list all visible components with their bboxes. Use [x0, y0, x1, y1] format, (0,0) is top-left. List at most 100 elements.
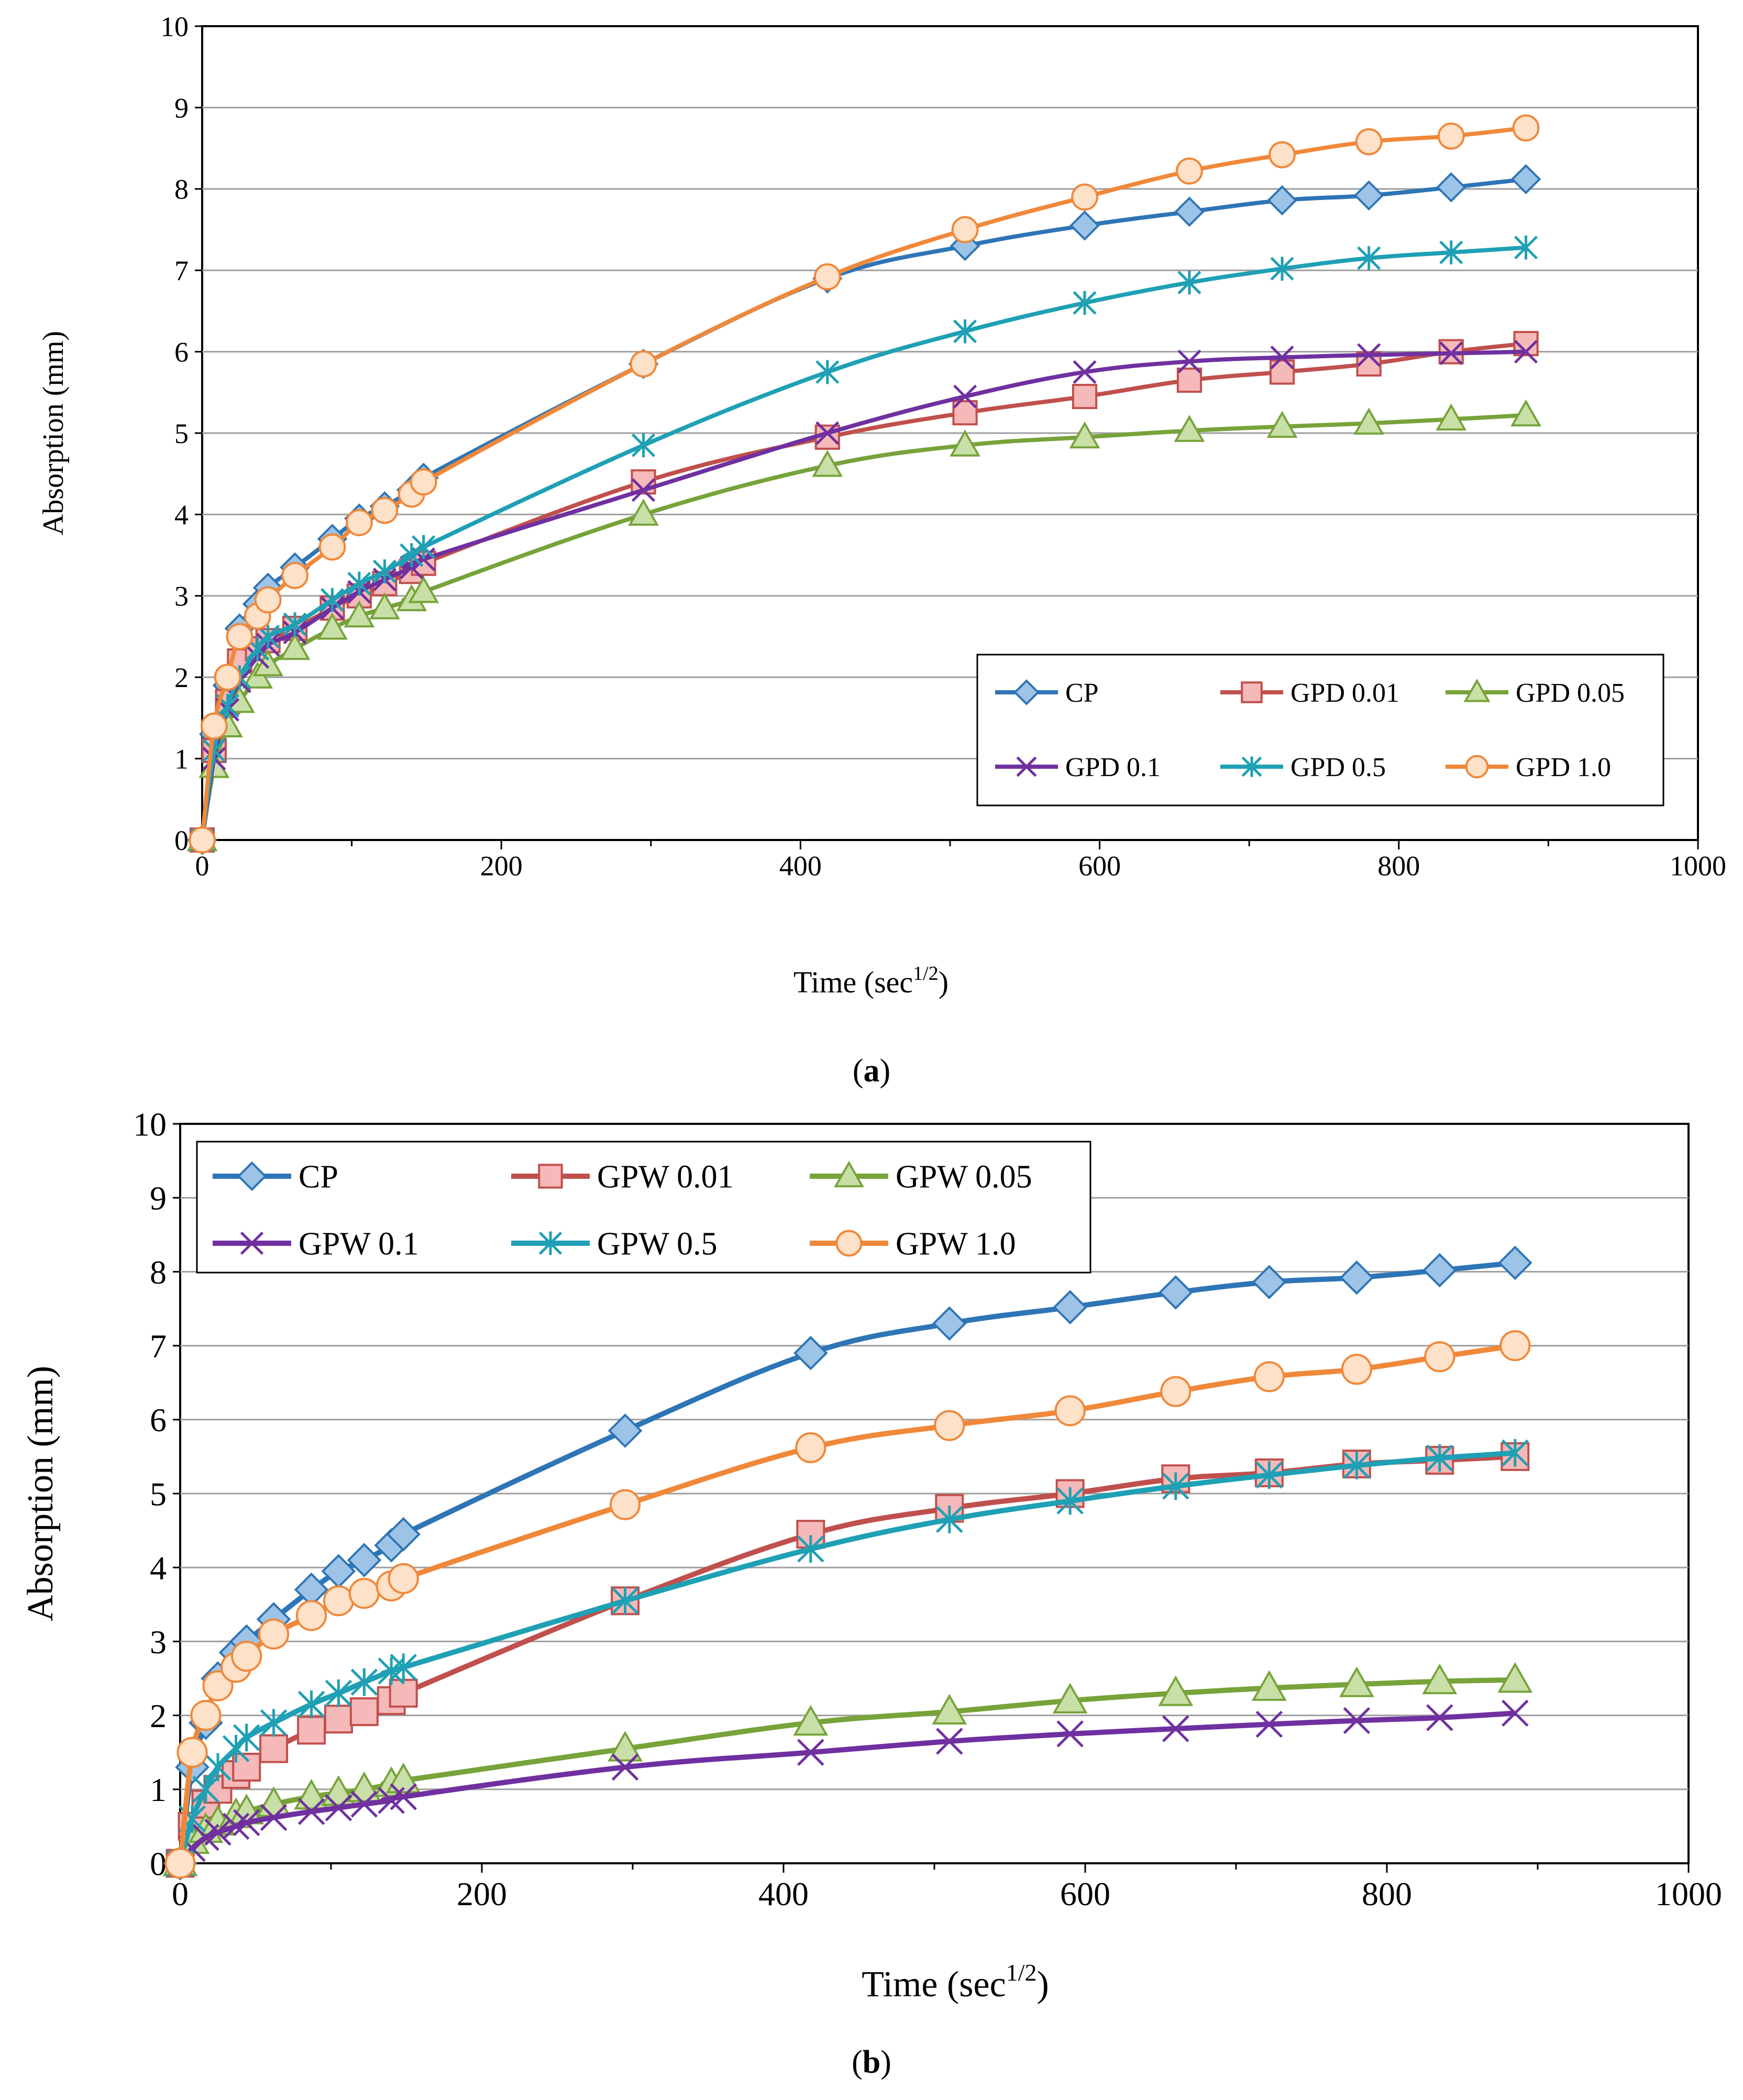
data-point-gpw-0-01-6	[259, 1734, 289, 1763]
legend-label-gpw-0-05: GPW 0.05	[896, 1159, 1032, 1195]
legend-item-gpw-0-1: GPW 0.1	[213, 1226, 419, 1262]
data-point-gpw-0-1-13	[797, 1739, 824, 1766]
data-point-gpd-0-05-18	[1353, 407, 1385, 435]
legend-item-gpd-1-0: GPD 1.0	[1446, 753, 1611, 782]
data-point-gpd-1-0-9	[371, 496, 399, 524]
y-axis-label-a: Absorption (mm)	[37, 331, 70, 535]
data-point-gpd-0-05-5	[252, 649, 284, 677]
data-point-cp-18	[1339, 1260, 1374, 1295]
data-point-gpw-1-0-17	[1253, 1361, 1285, 1392]
x-tick-label-800: 800	[1377, 850, 1420, 882]
legend-marker-gpd-1-0	[1465, 755, 1489, 779]
legend-marker-gpd-0-05	[1463, 678, 1491, 702]
data-point-cp-13	[793, 1335, 828, 1370]
data-point-gpw-0-5-13	[797, 1535, 824, 1563]
y-tick-label-8: 8	[174, 174, 189, 205]
y-tick-label-5: 5	[174, 418, 189, 449]
data-point-gpd-1-0-17	[1268, 141, 1296, 169]
data-point-gpw-0-1-17	[1255, 1710, 1283, 1738]
y-tick-label-8: 8	[150, 1254, 167, 1291]
data-point-gpd-1-0-20	[1512, 114, 1540, 142]
x-tick-label-400: 400	[779, 850, 822, 882]
legend-marker-gpw-0-5	[538, 1231, 562, 1255]
y-tick-label-6: 6	[174, 337, 189, 368]
legend-label-cp: CP	[299, 1159, 338, 1195]
legend-label-gpd-0-05: GPD 0.05	[1516, 678, 1625, 708]
data-point-gpw-1-0-11	[388, 1563, 419, 1594]
legend-item-gpw-0-01: GPW 0.01	[511, 1159, 734, 1195]
y-tick-label-10: 10	[133, 1106, 167, 1143]
data-point-gpw-0-1-20	[1502, 1699, 1529, 1727]
data-point-gpw-1-0-16	[1160, 1376, 1192, 1407]
data-point-gpd-0-05-9	[369, 592, 400, 620]
legend-label-gpd-0-5: GPD 0.5	[1290, 753, 1386, 782]
legend-item-gpw-1-0: GPW 1.0	[810, 1226, 1016, 1262]
data-point-gpd-1-0-0	[189, 826, 216, 854]
data-point-gpw-1-0-15	[1054, 1395, 1086, 1427]
y-tick-label-6: 6	[150, 1401, 167, 1439]
data-point-gpd-0-5-17	[1270, 257, 1294, 281]
x-tick-label-200: 200	[480, 850, 523, 882]
data-point-cp-18	[1353, 180, 1384, 211]
data-point-cp-19	[1436, 172, 1466, 203]
y-tick-label-1: 1	[174, 744, 189, 775]
x-tick-label-1000: 1000	[1655, 1875, 1722, 1913]
data-point-gpd-0-05-16	[1174, 415, 1205, 442]
data-point-gpw-0-5-11	[390, 1653, 417, 1682]
data-point-gpd-0-1-13	[815, 421, 840, 445]
data-point-gpw-1-0-0	[164, 1848, 196, 1879]
data-point-gpw-0-05-17	[1251, 1670, 1287, 1701]
y-tick-label-4: 4	[150, 1550, 167, 1587]
data-point-gpd-1-0-3	[226, 623, 253, 650]
data-point-gpw-0-5-16	[1162, 1472, 1189, 1500]
data-point-gpw-0-01-5	[232, 1752, 261, 1782]
data-point-gpd-0-1-19	[1439, 341, 1463, 366]
data-point-gpw-1-0-3	[202, 1670, 234, 1701]
y-tick-label-7: 7	[150, 1328, 167, 1365]
data-point-gpd-0-5-10	[400, 543, 424, 567]
data-point-gpd-0-5-7	[320, 588, 345, 612]
data-point-cp-17	[1267, 185, 1297, 216]
data-point-gpd-0-05-15	[1069, 421, 1100, 449]
data-point-gpw-0-1-6	[260, 1804, 288, 1831]
y-tick-label-0: 0	[174, 825, 189, 856]
data-point-gpw-0-5-6	[260, 1709, 288, 1737]
chart-panel-a: 0 1 2 3 4 5 6 7 8 9 10 0 200 400 600 800 1000 Absorption…	[37, 11, 1726, 1089]
data-point-gpd-0-5-13	[815, 360, 840, 384]
data-point-cp-16	[1158, 1275, 1193, 1310]
data-point-gpw-1-0-7	[295, 1600, 327, 1631]
x-tick-label-0: 0	[172, 1875, 189, 1913]
series-layer-a	[186, 114, 1542, 855]
legend-item-cp: CP	[995, 678, 1099, 708]
data-point-gpd-0-05-7	[317, 612, 348, 640]
y-tick-label-7: 7	[174, 255, 189, 286]
data-point-gpd-0-5-19	[1439, 240, 1463, 264]
data-point-gpd-1-0-5	[254, 586, 282, 614]
y-tick-label-9: 9	[150, 1180, 167, 1217]
data-point-gpw-0-1-7	[297, 1798, 325, 1825]
legend-label-gpw-1-0: GPW 1.0	[896, 1226, 1016, 1262]
y-tick-label-2: 2	[174, 662, 189, 693]
data-point-gpw-1-0-8	[323, 1585, 355, 1617]
legend-a: CP GPD 0.01 GPD 0.05 GPD 0.1 GPD 0.5 GPD 1.0	[976, 654, 1664, 806]
data-point-gpw-1-0-13	[795, 1432, 826, 1464]
legend-box-a	[976, 654, 1664, 806]
data-point-cp-15	[1053, 1290, 1088, 1325]
x-tick-label-600: 600	[1078, 850, 1121, 882]
data-point-gpd-1-0-6	[281, 562, 308, 589]
data-point-gpd-0-01-15	[1072, 383, 1098, 410]
legend-label-gpw-0-01: GPW 0.01	[597, 1159, 734, 1195]
legend-item-gpd-0-01: GPD 0.01	[1220, 678, 1399, 708]
legend-label-gpd-0-1: GPD 0.1	[1065, 753, 1161, 782]
y-tick-label-10: 10	[160, 11, 189, 42]
data-point-cp-12	[608, 1413, 643, 1448]
data-point-cp-9	[347, 1543, 382, 1577]
data-point-gpw-0-05-9	[346, 1771, 382, 1803]
legend-item-gpd-0-1: GPD 0.1	[995, 753, 1161, 782]
data-point-gpw-0-1-11	[390, 1783, 417, 1810]
y-tick-label-2: 2	[150, 1697, 167, 1734]
data-point-gpd-0-5-1	[202, 738, 226, 762]
data-point-gpd-1-0-14	[951, 216, 979, 244]
x-axis-label-a: Time (sec1/2)	[793, 963, 948, 999]
